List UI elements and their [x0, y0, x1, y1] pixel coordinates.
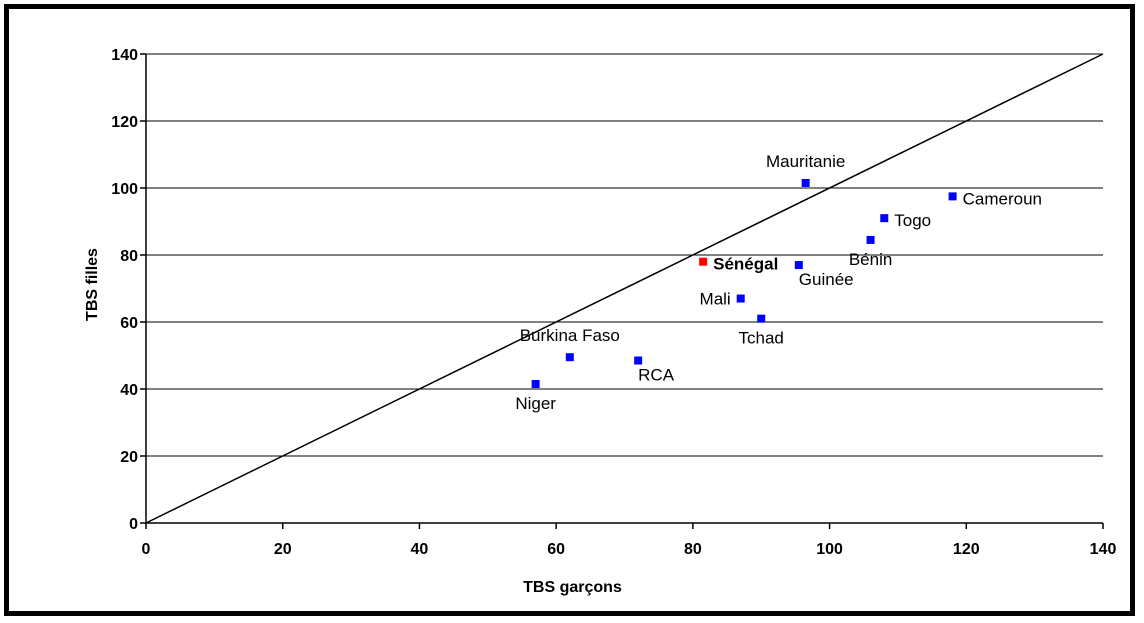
x-tick-label-4: 80	[684, 541, 702, 558]
x-axis-title: TBS garçons	[523, 579, 622, 596]
data-point-cameroun	[948, 192, 957, 201]
point-label-guinee: Guinée	[799, 270, 854, 289]
point-label-togo: Togo	[894, 211, 931, 230]
data-point-benin	[866, 235, 875, 244]
x-tick-label-7: 140	[1090, 541, 1117, 558]
point-label-cameroun: Cameroun	[963, 189, 1042, 208]
data-point-mauritanie	[801, 178, 810, 187]
data-point-senegal	[699, 257, 708, 266]
data-points	[531, 178, 957, 388]
data-point-togo	[880, 214, 889, 223]
point-label-tchad: Tchad	[739, 329, 784, 348]
y-axis-ticks: 0 20 40 60 80 100 120 140	[111, 47, 146, 533]
y-tick-label-4: 80	[120, 248, 138, 265]
gridlines	[146, 53, 1103, 457]
x-tick-label-5: 100	[816, 541, 843, 558]
x-tick-label-2: 40	[411, 541, 429, 558]
x-tick-label-1: 20	[274, 541, 292, 558]
chart-frame	[4, 4, 1135, 616]
point-label-mali: Mali	[700, 290, 731, 309]
point-label-burkina-faso: Burkina Faso	[520, 326, 620, 345]
y-tick-label-2: 40	[120, 382, 138, 399]
x-tick-label-0: 0	[142, 541, 151, 558]
y-axis-title: TBS filles	[84, 248, 101, 321]
y-tick-label-7: 140	[111, 47, 138, 64]
reference-line-group	[145, 53, 1104, 524]
data-point-burkina-faso	[565, 353, 574, 362]
y-tick-label-5: 100	[111, 181, 138, 198]
y-tick-label-3: 60	[120, 315, 138, 332]
point-label-rca: RCA	[638, 366, 675, 385]
point-label-niger: Niger	[515, 394, 556, 413]
point-label-benin: Bénin	[849, 250, 892, 269]
y-tick-label-0: 0	[129, 516, 138, 533]
y-tick-label-1: 20	[120, 449, 138, 466]
data-point-tchad	[757, 314, 766, 323]
reference-line	[145, 53, 1104, 524]
axes	[145, 54, 1103, 524]
data-point-niger	[531, 379, 540, 388]
point-label-senegal: Sénégal	[713, 255, 778, 274]
y-tick-label-6: 120	[111, 114, 138, 131]
point-label-mauritanie: Mauritanie	[766, 152, 845, 171]
data-point-guinee	[794, 261, 803, 270]
x-tick-label-6: 120	[953, 541, 980, 558]
x-axis-ticks: 0 20 40 60 80 100 120 140	[142, 523, 1117, 558]
point-labels: Mauritanie Cameroun Togo Bénin Sénégal Guinée…	[515, 152, 1042, 413]
data-point-rca	[634, 356, 643, 365]
data-point-mali	[736, 294, 745, 303]
x-tick-label-3: 60	[547, 541, 565, 558]
